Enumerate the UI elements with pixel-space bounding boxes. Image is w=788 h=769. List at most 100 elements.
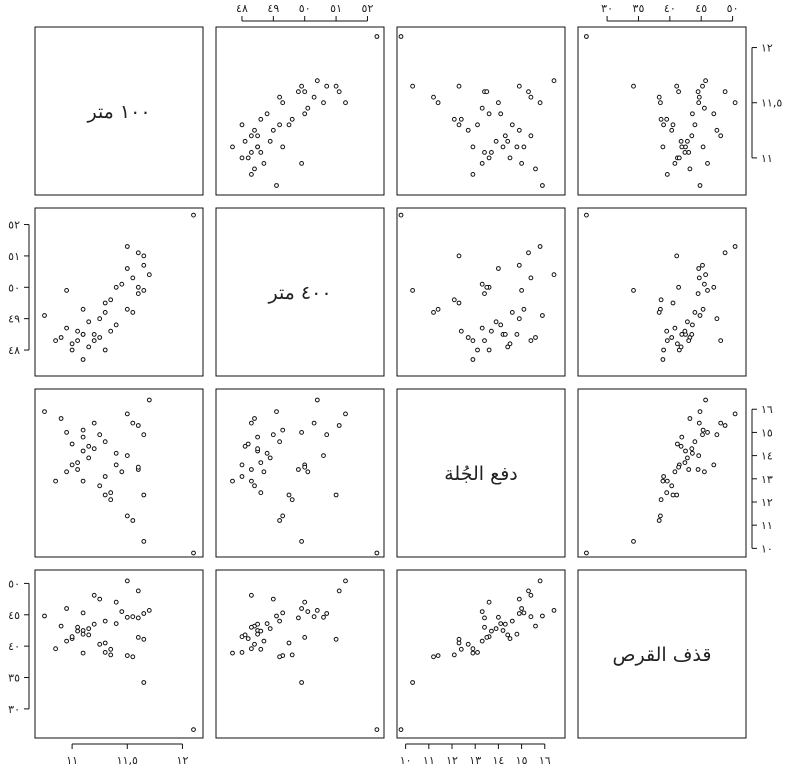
panel-frame [215,207,385,377]
data-point [664,338,670,344]
data-point [528,94,534,100]
data-point [75,460,80,466]
data-point [141,680,147,685]
data-point [631,539,636,544]
data-point [465,335,471,340]
data-point [398,34,404,39]
panel-discus-vs-shot [577,388,747,558]
data-point [493,138,499,144]
panel-discus-vs-discus: قذف القرص [577,569,747,739]
data-point [456,300,462,306]
y-axis-m400: ٤٨ ٤٩ ٥٠ ٥١ ٥٢ [8,219,30,357]
data-point [135,615,141,621]
x-axis-shot: ١٠ ١١ ١٢ ١٣ ١٤ ١٥ ١٦ [400,743,551,767]
data-point [64,325,69,331]
data-point [660,478,666,484]
data-point [311,614,317,620]
panel-frame [577,569,747,739]
data-point [696,266,702,271]
data-point [258,460,264,466]
data-point [333,83,339,89]
data-point [239,122,245,128]
data-point [86,626,92,631]
data-point [124,614,130,620]
data-point [97,641,103,647]
data-point [75,628,80,634]
data-point [470,338,476,344]
data-point [239,462,245,468]
data-point [108,652,114,658]
data-point [255,144,261,150]
data-point [280,144,286,150]
data-point [456,253,462,259]
tick-label: ١٤ [492,754,504,767]
data-point [661,347,666,353]
data-point [191,727,196,732]
panel-m100-vs-shot [34,388,204,558]
data-point [672,161,678,166]
data-point [302,464,308,470]
data-point [261,469,267,475]
tick-label: ٥٠ [8,577,20,590]
data-point [252,641,257,647]
data-point [679,144,685,150]
data-point [230,650,235,656]
data-point [80,427,86,433]
data-point [280,610,286,616]
panel-shot-vs-m400 [396,207,566,377]
tick-label: ١٣ [469,754,481,767]
data-point [343,100,348,106]
data-point [69,341,75,347]
data-point [305,469,311,475]
data-point [521,610,527,616]
data-point [702,469,707,475]
data-point [135,464,141,470]
data-point [516,127,522,133]
tick-label: ١١ [761,519,773,532]
data-point [722,89,728,95]
panel-m400-vs-shot [215,388,385,558]
data-point [711,111,717,117]
data-point [674,83,680,89]
data-point [696,453,702,459]
tick-label: ٤٠ [664,2,676,15]
data-point [343,411,348,417]
tick-label: ١١ [66,754,78,767]
data-point [305,609,311,614]
data-point [458,116,464,122]
data-point [258,490,264,496]
data-point [119,281,125,287]
data-point [324,83,330,89]
panel-shot-vs-shot: دفع الجُلة [396,388,566,558]
data-point [102,492,108,498]
data-point [299,161,305,166]
data-point [141,262,147,268]
data-point [86,443,92,449]
data-point [135,250,141,256]
panel-frame [396,569,566,739]
data-point [91,420,97,426]
tick-label: ١٦ [761,403,773,416]
data-point [435,100,441,106]
data-point [502,133,508,139]
data-point [64,638,69,644]
data-point [141,492,147,498]
data-point [289,497,295,503]
data-point [274,409,279,415]
data-point [311,420,317,426]
data-point [299,539,305,544]
data-point [124,453,130,459]
data-point [119,469,125,475]
data-point [690,111,695,117]
data-point [374,727,380,732]
data-point [239,474,245,479]
data-point [102,640,108,646]
data-point [700,262,705,268]
panel-shot-vs-discus [396,569,566,739]
data-point [102,618,108,624]
data-point [690,450,695,456]
data-point [146,608,152,613]
data-point [242,138,248,144]
data-point [113,450,119,456]
data-point [658,513,663,519]
